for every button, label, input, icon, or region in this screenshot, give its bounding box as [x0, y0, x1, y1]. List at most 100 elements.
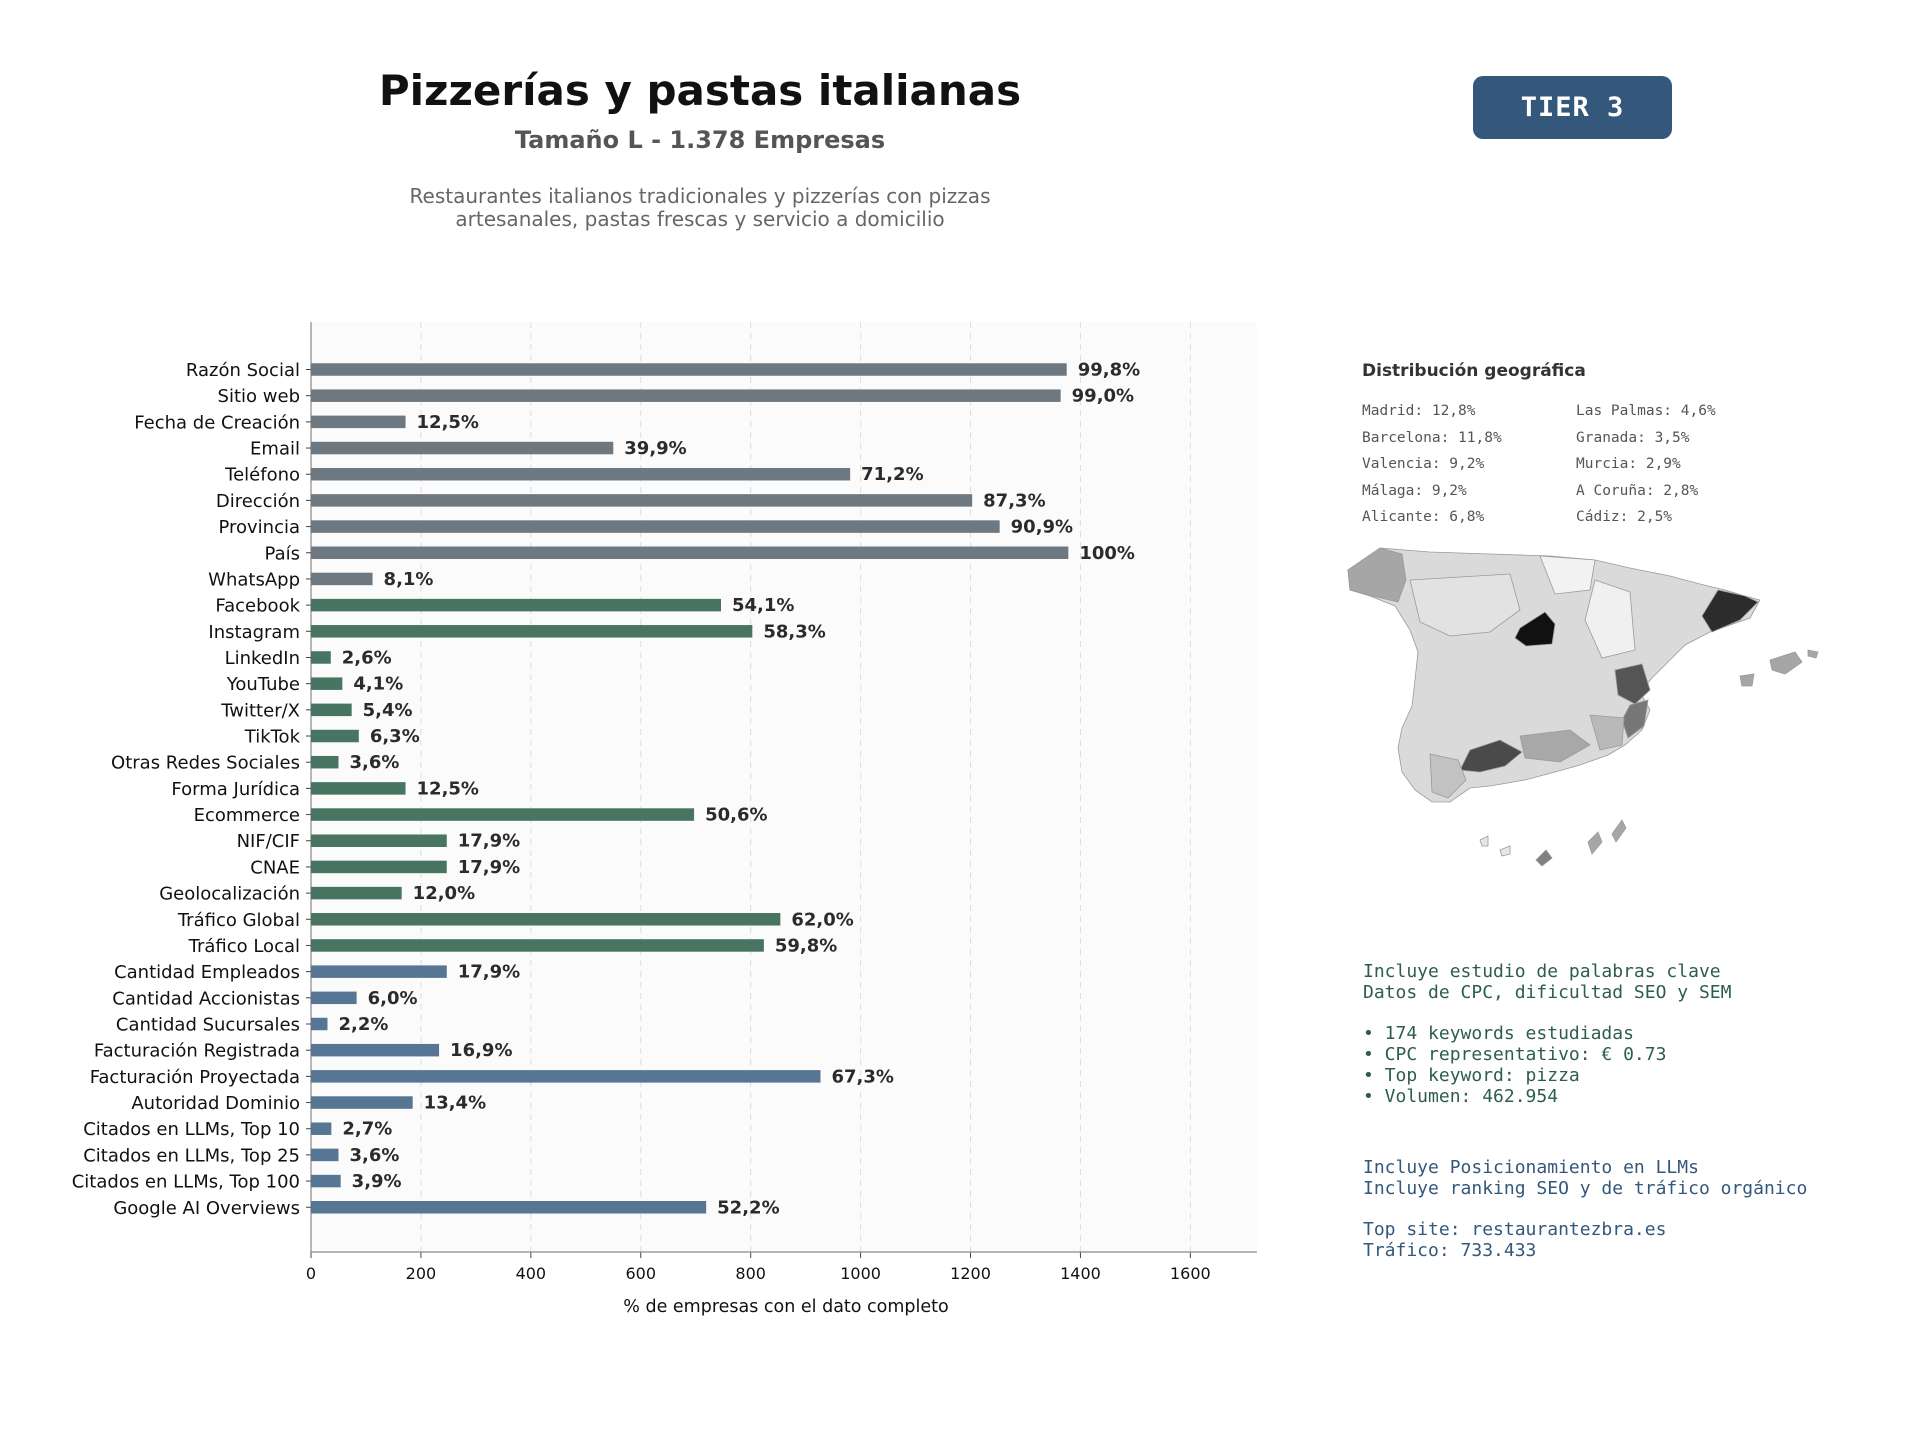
- bar: [311, 441, 614, 455]
- category-label: WhatsApp: [208, 569, 300, 590]
- bar: [311, 494, 973, 507]
- category-label: Email: [250, 439, 300, 460]
- bar-value-label: 2,6%: [342, 647, 392, 668]
- x-tick-label: 200: [406, 1264, 437, 1283]
- x-tick-label: 600: [625, 1264, 656, 1283]
- geo-item: Alicante: 6,8%: [1362, 509, 1485, 525]
- bar: [311, 1174, 341, 1188]
- bar-value-label: 6,3%: [370, 726, 420, 747]
- x-tick-label: 800: [735, 1264, 766, 1283]
- x-tick-label: 400: [516, 1264, 547, 1283]
- category-label: Ecommerce: [194, 805, 300, 826]
- bar-value-label: 54,1%: [732, 595, 794, 616]
- bar-chart: 0 200 400 600 800 1000 1200 1400 1600 % de empres…: [72, 322, 1257, 1317]
- keywords-line-1: Incluye estudio de palabras clave: [1363, 961, 1721, 982]
- canary-island-4: [1499, 845, 1511, 857]
- page-subtitle: Tamaño L - 1.378 Empresas: [514, 126, 886, 154]
- bar-value-label: 2,2%: [338, 1014, 388, 1035]
- category-label: Cantidad Sucursales: [116, 1015, 300, 1036]
- category-label: Citados en LLMs, Top 100: [72, 1172, 300, 1193]
- valencia-region: [1614, 663, 1651, 705]
- bar-value-label: 12,5%: [417, 778, 479, 799]
- keywords-bullet: • Volumen: 462.954: [1363, 1086, 1559, 1107]
- category-label: Razón Social: [186, 360, 300, 381]
- bar: [311, 939, 764, 952]
- bar: [311, 389, 1061, 402]
- category-label: Geolocalización: [159, 884, 300, 905]
- x-tick-label: 1200: [950, 1264, 991, 1283]
- canary-island-2: [1611, 819, 1627, 843]
- bar-value-label: 17,9%: [458, 831, 520, 852]
- bar-value-label: 100%: [1079, 543, 1135, 564]
- bar-value-label: 4,1%: [353, 674, 403, 695]
- bar-value-label: 17,9%: [458, 962, 520, 983]
- x-tick-label: 1600: [1170, 1264, 1211, 1283]
- bar-value-label: 99,8%: [1078, 360, 1140, 381]
- geo-item: Murcia: 2,9%: [1576, 456, 1681, 472]
- bar-value-label: 12,0%: [413, 883, 475, 904]
- bar: [311, 834, 447, 847]
- alicante-region: [1621, 699, 1649, 739]
- category-label: País: [265, 543, 300, 564]
- geo-item: Valencia: 9,2%: [1362, 456, 1485, 472]
- bar-value-label: 62,0%: [791, 909, 853, 930]
- bar: [311, 546, 1069, 560]
- bar-value-label: 2,7%: [342, 1119, 392, 1140]
- geo-item: Las Palmas: 4,6%: [1576, 403, 1716, 419]
- bar: [311, 729, 359, 743]
- keywords-bullet: • 174 keywords estudiadas: [1363, 1023, 1634, 1044]
- keywords-line-2: Datos de CPC, dificultad SEO y SEM: [1363, 982, 1732, 1003]
- bar-value-label: 59,8%: [775, 935, 837, 956]
- bar-value-label: 5,4%: [363, 700, 413, 721]
- category-label: TikTok: [244, 727, 301, 748]
- bar: [311, 520, 1000, 533]
- keywords-info: Incluye estudio de palabras clave Datos d…: [1363, 961, 1731, 1107]
- bar: [311, 755, 339, 769]
- bar: [311, 991, 357, 1005]
- category-label: Citados en LLMs, Top 25: [83, 1145, 300, 1166]
- bar-value-label: 39,9%: [624, 438, 686, 459]
- llm-top-site: Top site: restaurantezbra.es: [1363, 1219, 1667, 1240]
- category-label: Otras Redes Sociales: [111, 753, 300, 774]
- balearic-islet-2: [1807, 649, 1819, 659]
- category-label: YouTube: [226, 674, 300, 695]
- category-label: Dirección: [216, 491, 300, 512]
- bar-value-label: 6,0%: [368, 988, 418, 1009]
- bar: [311, 913, 781, 926]
- category-label: Provincia: [218, 517, 300, 538]
- x-tick-label: 1000: [840, 1264, 881, 1283]
- keywords-bullet: • Top keyword: pizza: [1363, 1065, 1580, 1086]
- bar: [311, 1043, 440, 1057]
- keywords-bullet: • CPC representativo: € 0.73: [1363, 1044, 1667, 1065]
- category-label: Instagram: [208, 622, 300, 643]
- geo-item: Cádiz: 2,5%: [1576, 509, 1673, 525]
- geo-list-right: Las Palmas: 4,6% Granada: 3,5% Murcia: 2…: [1576, 398, 1796, 531]
- bar-value-label: 99,0%: [1072, 386, 1134, 407]
- bar-value-label: 50,6%: [705, 805, 767, 826]
- bar: [311, 782, 406, 795]
- llm-traffic: Tráfico: 733.433: [1363, 1240, 1537, 1261]
- murcia-region: [1589, 714, 1625, 751]
- bar-value-label: 52,2%: [717, 1197, 779, 1218]
- llm-line-2: Incluye ranking SEO y de tráfico orgánic…: [1363, 1178, 1808, 1199]
- bar: [311, 703, 352, 717]
- x-tick-label: 0: [306, 1264, 316, 1283]
- category-label: Sitio web: [218, 386, 300, 407]
- bar: [311, 808, 695, 821]
- bar-value-label: 16,9%: [450, 1040, 512, 1061]
- granada-region: [1519, 729, 1591, 763]
- bar-value-label: 87,3%: [983, 490, 1045, 511]
- category-label: Autoridad Dominio: [131, 1093, 300, 1114]
- category-label: Cantidad Empleados: [114, 962, 300, 983]
- geo-list-left: Madrid: 12,8% Barcelona: 11,8% Valencia:…: [1362, 398, 1582, 531]
- bar-value-label: 3,9%: [352, 1171, 402, 1192]
- bar-value-label: 13,4%: [424, 1093, 486, 1114]
- category-label: Tráfico Global: [177, 910, 300, 931]
- castilla-leon-region: [1409, 573, 1521, 637]
- category-label: LinkedIn: [225, 648, 300, 669]
- page-title: Pizzerías y pastas italianas: [378, 66, 1022, 115]
- llm-info: Incluye Posicionamiento en LLMs Incluye r…: [1363, 1157, 1807, 1261]
- bar-value-label: 67,3%: [831, 1066, 893, 1087]
- page-description: Restaurantes italianos tradicionales y p…: [200, 185, 1200, 231]
- balearic-islands: [1769, 651, 1803, 675]
